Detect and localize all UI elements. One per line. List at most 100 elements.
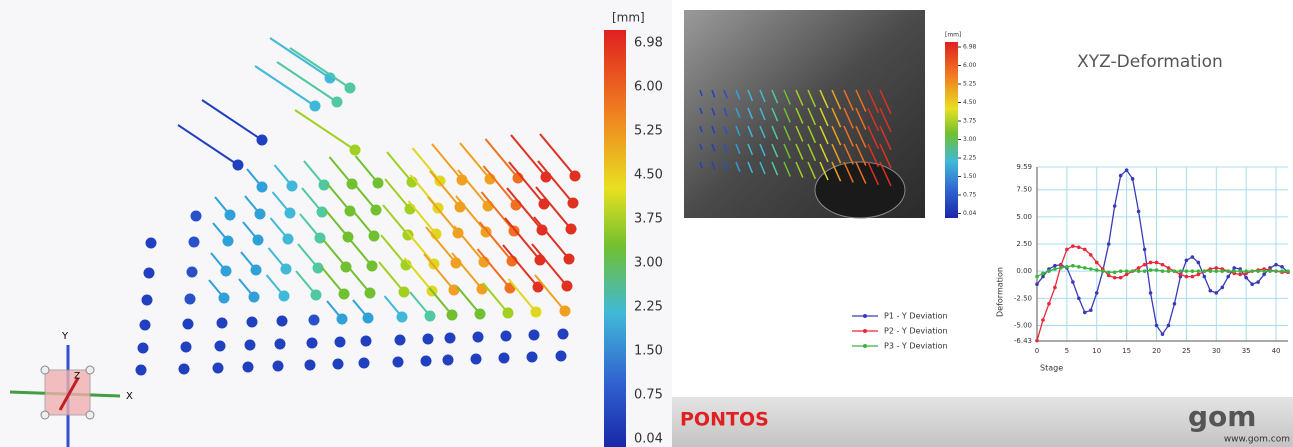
x-axis-label: Stage <box>1040 364 1063 373</box>
axis-label: Y <box>61 331 69 342</box>
point <box>1161 263 1165 267</box>
legend-marker <box>863 344 867 348</box>
point <box>347 179 358 190</box>
point <box>405 204 416 215</box>
point <box>245 340 256 351</box>
x-tick-label: 30 <box>1212 347 1221 355</box>
point <box>1035 282 1039 286</box>
point <box>1232 269 1236 273</box>
point <box>1041 318 1045 322</box>
point <box>1047 302 1051 306</box>
point <box>1095 291 1099 295</box>
y-tick-label: -5.00 <box>1014 321 1032 329</box>
point <box>1119 276 1123 280</box>
point <box>1262 269 1266 273</box>
point <box>185 294 196 305</box>
colorbar <box>604 30 626 447</box>
point <box>249 292 260 303</box>
point <box>1077 265 1081 269</box>
point <box>345 83 356 94</box>
colorbar-label: 2.25 <box>963 155 977 162</box>
point <box>1220 286 1224 290</box>
point <box>309 315 320 326</box>
screenshot: X Y Z [mm] 6.986.005.254.503.753.002.251… <box>0 0 1293 447</box>
chart-title: XYZ-Deformation <box>1077 52 1223 72</box>
footer-brand: gom <box>1188 400 1256 433</box>
point <box>1274 263 1278 267</box>
point <box>283 234 294 245</box>
y-tick-label: 0.00 <box>1016 267 1032 275</box>
point <box>499 353 510 364</box>
point <box>1125 269 1129 273</box>
x-tick-label: 5 <box>1065 347 1069 355</box>
point <box>1179 273 1183 277</box>
point <box>503 308 514 319</box>
point <box>1155 261 1159 265</box>
point <box>1167 269 1171 273</box>
point <box>257 182 268 193</box>
point <box>257 135 268 146</box>
point <box>1083 266 1087 270</box>
point <box>339 289 350 300</box>
point <box>558 329 569 340</box>
point <box>423 334 434 345</box>
point <box>144 268 155 279</box>
point <box>363 313 374 324</box>
point <box>425 311 436 322</box>
point <box>233 160 244 171</box>
point <box>1071 280 1075 284</box>
point <box>1089 253 1093 257</box>
point <box>541 172 552 183</box>
colorbar-label: 0.04 <box>963 210 977 217</box>
point <box>1113 276 1117 280</box>
point <box>213 363 224 374</box>
point <box>1095 261 1099 265</box>
point <box>333 359 344 370</box>
x-tick-label: 35 <box>1242 347 1251 355</box>
point <box>1053 286 1057 290</box>
point <box>1220 269 1224 273</box>
colorbar-label: 4.50 <box>634 168 663 183</box>
point <box>1286 269 1290 273</box>
axis-label: X <box>126 391 133 402</box>
colorbar-label: 3.75 <box>963 118 977 125</box>
colorbar-label: 6.00 <box>634 80 663 95</box>
point <box>285 208 296 219</box>
point <box>219 293 230 304</box>
point <box>1089 267 1093 271</box>
point <box>287 181 298 192</box>
colorbar-label: 6.98 <box>634 36 663 51</box>
y-tick-label: -6.43 <box>1014 337 1032 345</box>
point <box>221 266 232 277</box>
point <box>373 178 384 189</box>
point <box>531 307 542 318</box>
point <box>529 330 540 341</box>
point <box>483 201 494 212</box>
point <box>317 207 328 218</box>
point <box>183 319 194 330</box>
point <box>1167 266 1171 270</box>
x-tick-label: 40 <box>1272 347 1281 355</box>
colorbar-unit: [mm] <box>612 11 645 25</box>
point <box>273 361 284 372</box>
point <box>365 288 376 299</box>
point <box>281 264 292 275</box>
colorbar-label: 3.00 <box>634 256 663 271</box>
colorbar-label: 0.75 <box>963 192 977 199</box>
point <box>1280 269 1284 273</box>
point <box>395 335 406 346</box>
point <box>369 231 380 242</box>
footer-product: PONTOS <box>680 409 769 431</box>
point <box>1179 269 1183 273</box>
point <box>1035 339 1039 343</box>
x-tick-label: 20 <box>1152 347 1161 355</box>
point <box>1065 248 1069 252</box>
colorbar-label: 4.50 <box>963 99 977 106</box>
point <box>1119 174 1123 178</box>
legend-label: P2 - Y Deviation <box>884 327 948 336</box>
point <box>1119 269 1123 273</box>
point <box>421 356 432 367</box>
point <box>1143 263 1147 267</box>
point <box>564 254 575 265</box>
point <box>1131 177 1135 181</box>
